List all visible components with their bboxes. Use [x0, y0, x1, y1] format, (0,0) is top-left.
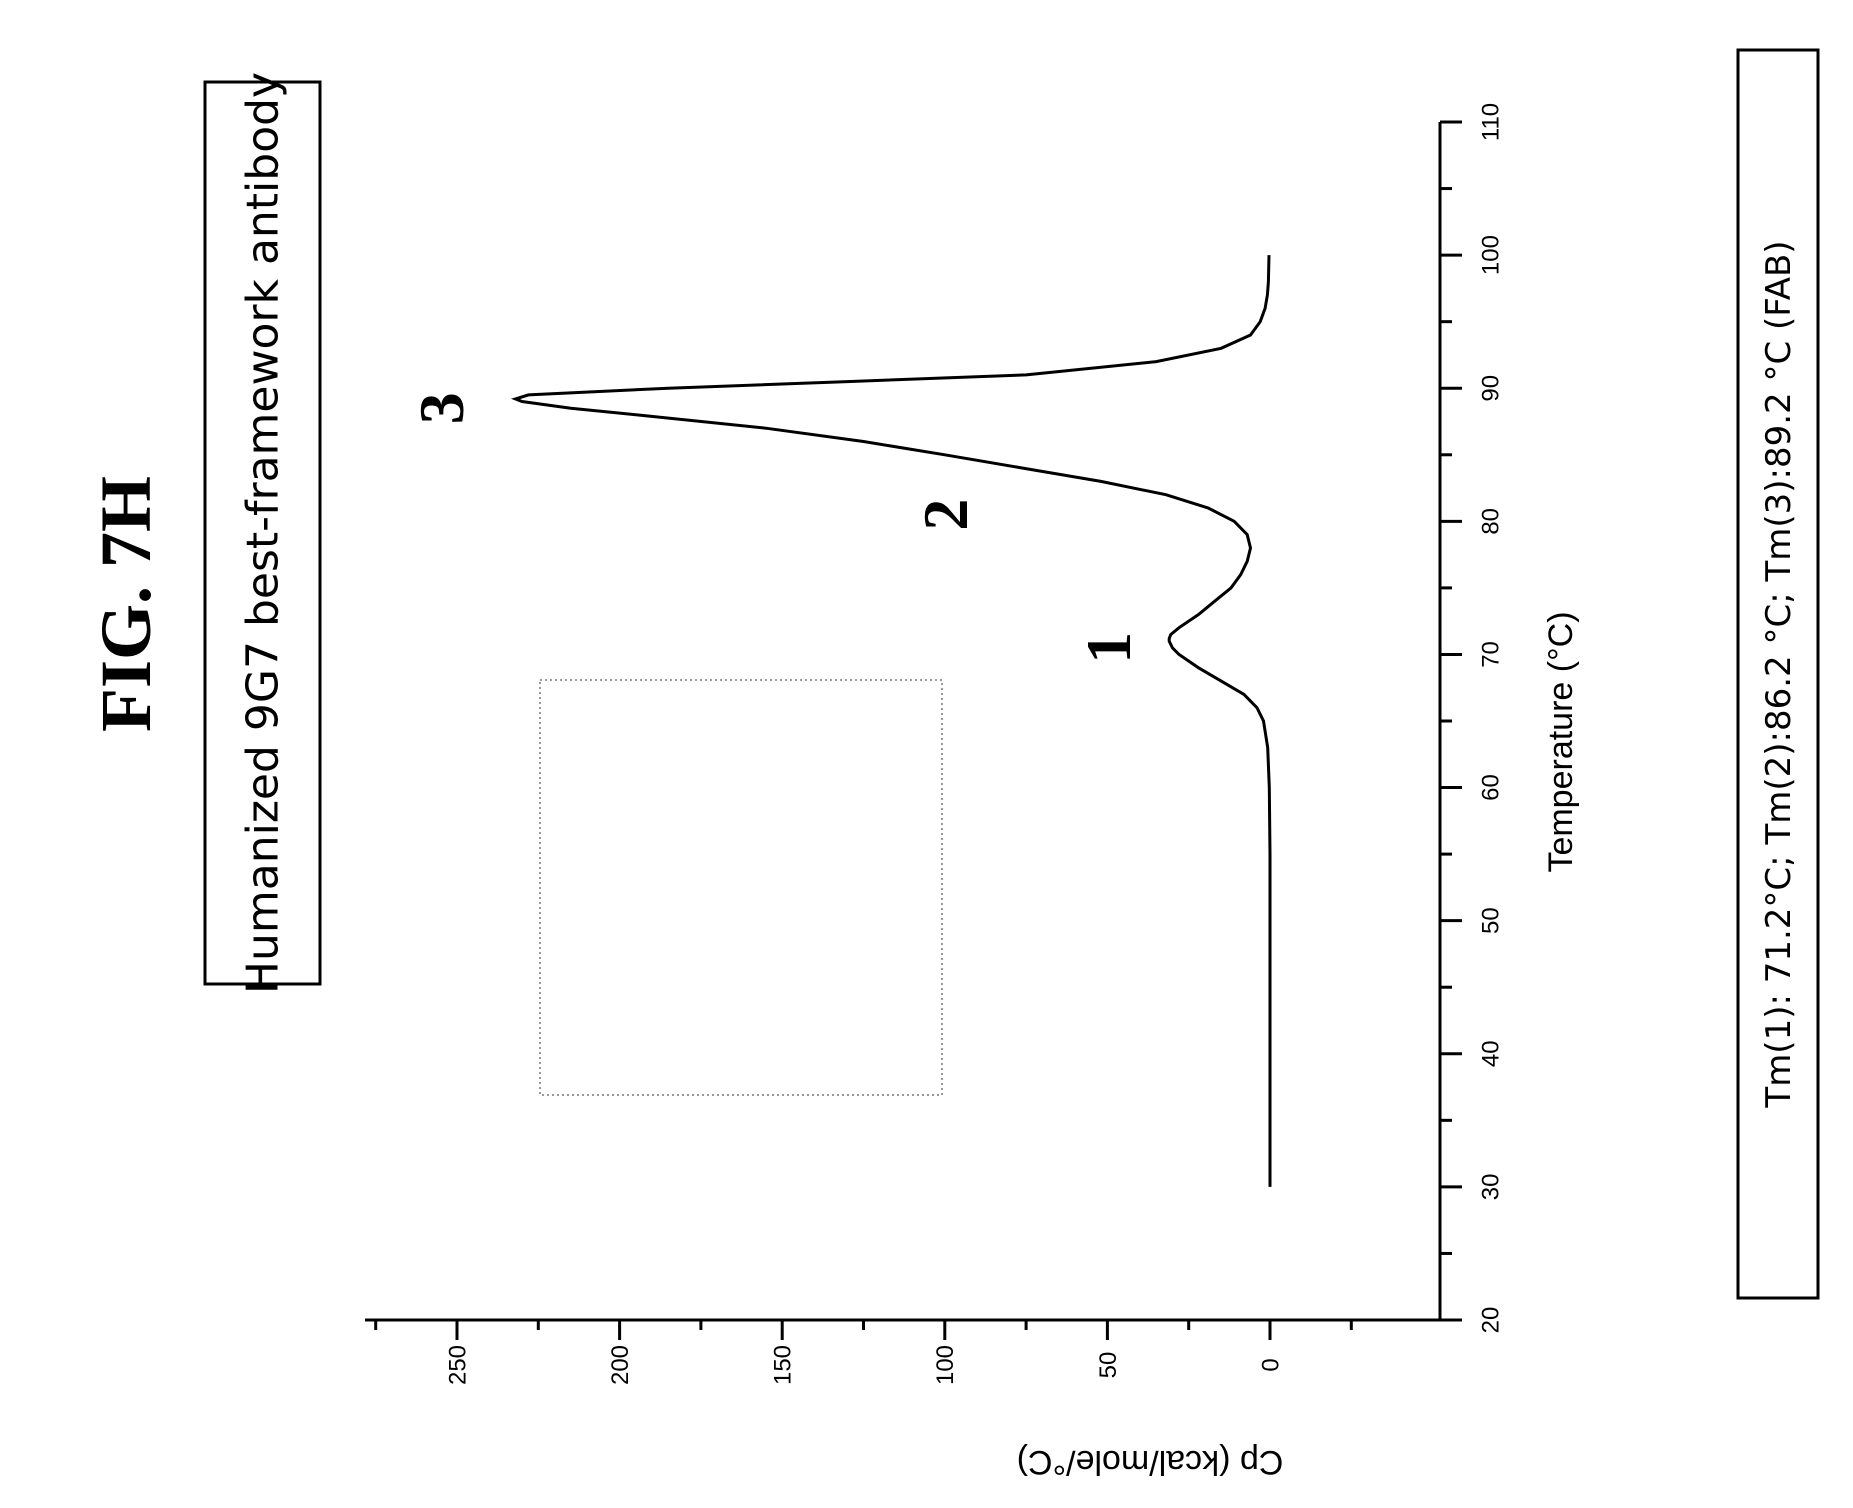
- footnote-box: [1736, 48, 1820, 1300]
- y-tick-label: 250: [444, 1345, 471, 1385]
- y-tick-label: 50: [1095, 1352, 1122, 1379]
- y-tick-label: 150: [770, 1345, 797, 1385]
- cp-curve: [510, 255, 1272, 1187]
- x-tick-label: 70: [1477, 641, 1504, 668]
- footnote: Tm(1): 71.2°C; Tm(2):86.2 °C; Tm(3):89.2…: [1759, 240, 1799, 1108]
- x-tick-label: 80: [1477, 508, 1504, 535]
- x-tick-label: 100: [1477, 235, 1504, 275]
- x-tick-label: 90: [1477, 375, 1504, 402]
- x-tick-label: 60: [1477, 774, 1504, 801]
- x-tick-label: 50: [1477, 907, 1504, 934]
- x-tick-label: 30: [1477, 1174, 1504, 1201]
- peak-labels: 1 2 3: [406, 392, 1144, 664]
- x-axis-label: Temperature (°C): [1542, 611, 1580, 872]
- y-tick-label: 200: [607, 1345, 634, 1385]
- chart-title: Humanized 9G7 best-framework antibody: [237, 72, 288, 994]
- peak-label-3: 3: [406, 392, 477, 424]
- y-tick-label: 0: [1257, 1358, 1284, 1371]
- dotted-box: [539, 679, 943, 1096]
- peak-label-2: 2: [910, 499, 981, 531]
- peak-label-1: 1: [1073, 632, 1144, 664]
- x-ticks: 20 30 40 50 60 70 80 90 100 110: [1440, 103, 1504, 1333]
- figure-title: FIG. 7H: [86, 476, 166, 732]
- y-axis-label: Cp (kcal/mole/°C): [1017, 1443, 1284, 1481]
- x-tick-label: 110: [1477, 103, 1504, 141]
- y-ticks: 0 50 100 150 200 250: [374, 1320, 1353, 1385]
- x-tick-label: 20: [1477, 1307, 1504, 1334]
- x-tick-label: 40: [1477, 1040, 1504, 1067]
- chart-title-box: [203, 80, 322, 986]
- y-tick-label: 100: [932, 1345, 959, 1385]
